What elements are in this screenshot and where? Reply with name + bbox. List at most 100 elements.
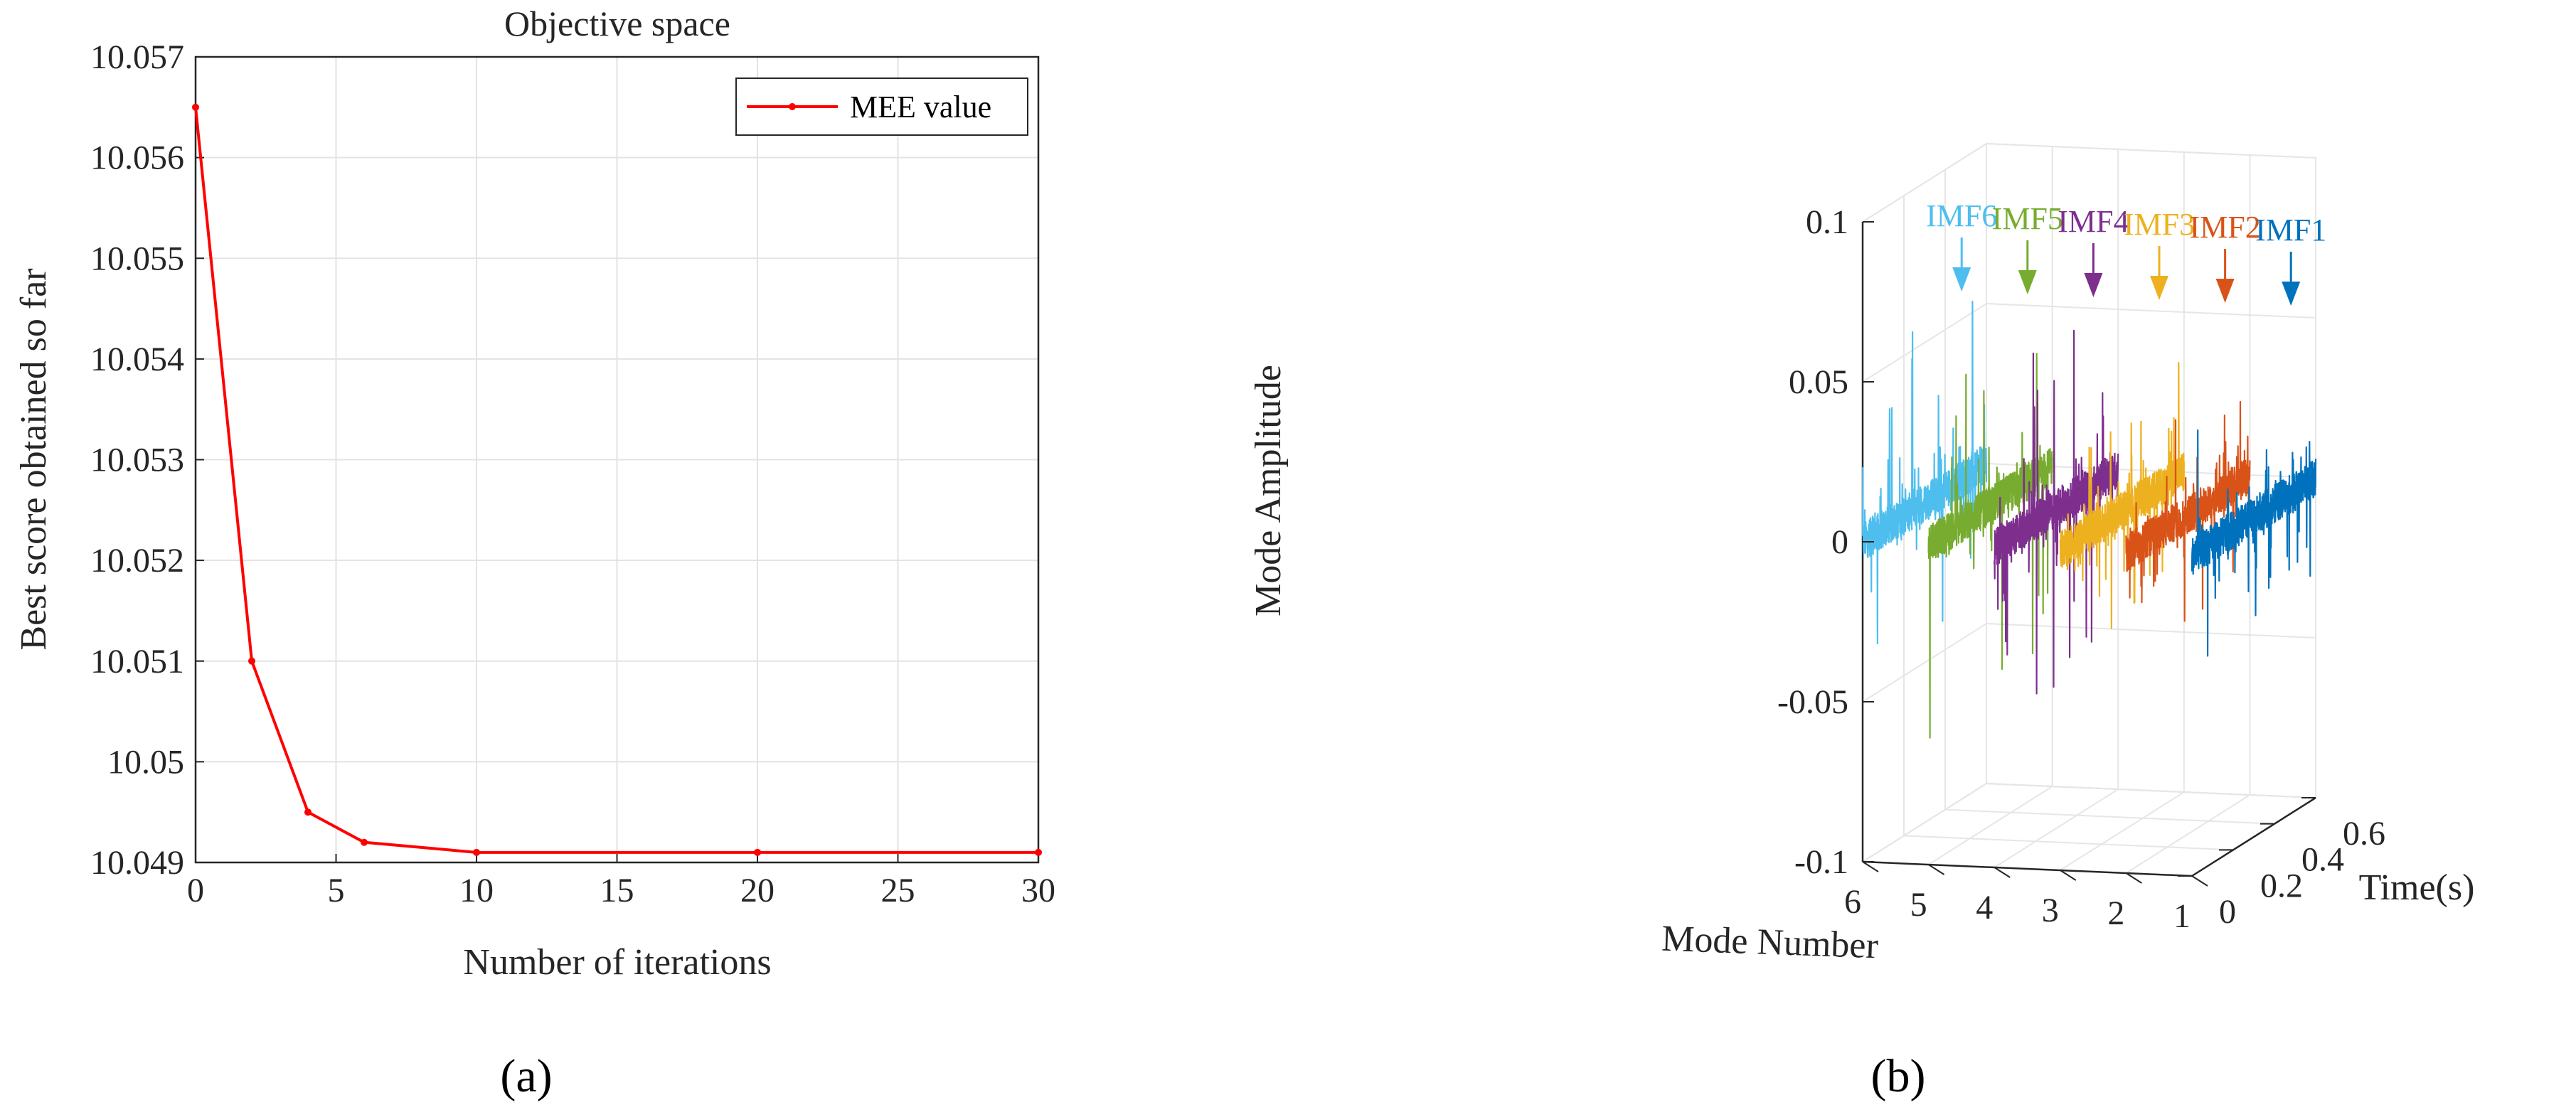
y-tick-label: 0.4 bbox=[2301, 841, 2344, 879]
side-grid-amp bbox=[1862, 623, 1987, 702]
imf-label-imf3: IMF3 bbox=[2124, 207, 2195, 242]
y-tick-label: 0.2 bbox=[2260, 867, 2303, 904]
y-tick-label: 10.05 bbox=[107, 743, 184, 781]
x-tick-mark bbox=[2060, 870, 2077, 881]
chart-b-y-axis-label: Time(s) bbox=[2359, 867, 2475, 908]
x-tick-label: 6 bbox=[1844, 883, 1861, 921]
data-point bbox=[754, 848, 761, 856]
series-line-imf2 bbox=[2125, 400, 2251, 622]
data-point bbox=[304, 808, 312, 816]
floor-plane bbox=[1860, 782, 2319, 877]
mode-axis-line bbox=[1862, 860, 2193, 877]
x-tick-mark bbox=[2125, 872, 2142, 884]
x-tick-label: 25 bbox=[881, 872, 915, 909]
y-tick-label: 10.056 bbox=[90, 139, 184, 177]
x-tick-label: 15 bbox=[600, 872, 634, 909]
imf-label-imf2: IMF2 bbox=[2189, 210, 2260, 245]
z-tick-label: -0.05 bbox=[1777, 683, 1848, 721]
x-tick-label: 0 bbox=[187, 872, 204, 909]
floor-grid-mode bbox=[1994, 789, 2119, 868]
panel-a-line-chart: Objective space 0 5 10 15 20 25 30 10.049 10.05… bbox=[14, 4, 1055, 1102]
floor-grid-mode bbox=[2125, 794, 2250, 874]
chart-b-series bbox=[1861, 300, 2317, 739]
side-grid-amp bbox=[1862, 143, 1987, 223]
time-axis-line bbox=[2191, 796, 2316, 877]
x-tick-label: 20 bbox=[740, 872, 775, 909]
side-grid-amp bbox=[1862, 783, 1987, 862]
y-tick-label: 10.054 bbox=[90, 341, 184, 378]
chart-a-title: Objective space bbox=[504, 4, 730, 43]
back-grid-amp bbox=[1986, 623, 2316, 639]
chart-a-y-axis-label: Best score obtained so far bbox=[14, 268, 54, 650]
chart-b-z-axis-label: Mode Amplitude bbox=[1248, 365, 1289, 616]
series-line-imf6 bbox=[1861, 300, 1988, 645]
z-tick-label: 0 bbox=[1831, 523, 1848, 561]
imf-arrow-head bbox=[2084, 273, 2103, 298]
panel-a-label: (a) bbox=[500, 1050, 552, 1102]
back-grid-amp bbox=[1986, 143, 2316, 159]
chart-a-legend: MEE value bbox=[735, 78, 1028, 136]
z-tick-label: 0.05 bbox=[1789, 363, 1848, 401]
x-tick-label: 5 bbox=[1910, 886, 1927, 924]
imf-label-imf4: IMF4 bbox=[2058, 204, 2129, 239]
chart-b-x-axis-label: Mode Number bbox=[1661, 919, 1879, 967]
y-tick-label: 10.057 bbox=[90, 38, 184, 76]
imf-label-imf5: IMF5 bbox=[1992, 201, 2063, 236]
y-tick-label: 10.053 bbox=[90, 442, 184, 479]
data-point bbox=[248, 657, 255, 665]
data-point bbox=[361, 838, 368, 846]
x-tick-label: 3 bbox=[2042, 892, 2059, 929]
floor-grid-mode bbox=[1928, 786, 2053, 865]
imf-arrow-head bbox=[1952, 267, 1971, 292]
data-point bbox=[1035, 848, 1042, 856]
floor-grid-time bbox=[1903, 835, 2234, 851]
series-line-imf3 bbox=[2059, 362, 2185, 629]
x-tick-mark bbox=[2191, 875, 2208, 887]
imf-arrow-head bbox=[2282, 282, 2301, 306]
data-point bbox=[473, 848, 480, 856]
x-tick-mark bbox=[1928, 864, 1945, 875]
floor-grid-time bbox=[1944, 808, 2275, 825]
legend-box bbox=[735, 78, 1028, 136]
x-tick-mark bbox=[1994, 867, 2011, 878]
x-tick-label: 2 bbox=[2107, 894, 2124, 932]
data-point bbox=[192, 103, 199, 111]
back-grid-amp bbox=[1986, 783, 2316, 799]
imf-arrow-head bbox=[2150, 276, 2168, 301]
imf-arrow-head bbox=[2215, 279, 2235, 304]
legend-entry-mee-value: MEE value bbox=[850, 90, 991, 124]
x-tick-label: 5 bbox=[328, 872, 345, 909]
chart-a-x-axis-label: Number of iterations bbox=[463, 942, 771, 983]
imf-label-imf1: IMF1 bbox=[2255, 213, 2326, 247]
panel-b-label: (b) bbox=[1871, 1050, 1926, 1102]
z-tick-label: 0.1 bbox=[1806, 203, 1848, 241]
side-grid-amp bbox=[1862, 303, 1987, 383]
back-grid-amp bbox=[1986, 303, 2316, 319]
x-tick-label: 1 bbox=[2173, 897, 2191, 935]
x-tick-mark bbox=[1862, 861, 1879, 872]
x-tick-label: 30 bbox=[1021, 872, 1055, 909]
z-tick-label: -0.1 bbox=[1794, 843, 1848, 881]
x-tick-label: 4 bbox=[1976, 889, 1993, 926]
chart-a-y-ticks: 10.049 10.05 10.051 10.052 10.053 10.054 10.05… bbox=[90, 38, 204, 882]
y-tick-label: 10.049 bbox=[90, 844, 184, 882]
series-line-imf1 bbox=[2191, 429, 2317, 657]
chart-a-x-ticks: 0 5 10 15 20 25 30 bbox=[187, 854, 1055, 909]
imf-arrow-head bbox=[2018, 270, 2037, 295]
y-tick-label: 0 bbox=[2219, 893, 2236, 931]
x-tick-label: 10 bbox=[459, 872, 494, 909]
chart-a-grid bbox=[195, 56, 1039, 863]
chart-a-series bbox=[192, 103, 1042, 856]
imf-label-imf6: IMF6 bbox=[1926, 198, 1997, 233]
series-line-imf5 bbox=[1927, 353, 2053, 739]
y-tick-label: 10.055 bbox=[90, 240, 184, 277]
legend-marker bbox=[789, 103, 796, 110]
y-tick-label: 10.052 bbox=[90, 542, 184, 579]
y-tick-label: 0.6 bbox=[2343, 815, 2385, 853]
floor-grid-mode bbox=[2060, 791, 2185, 871]
y-tick-label: 10.051 bbox=[90, 643, 184, 680]
